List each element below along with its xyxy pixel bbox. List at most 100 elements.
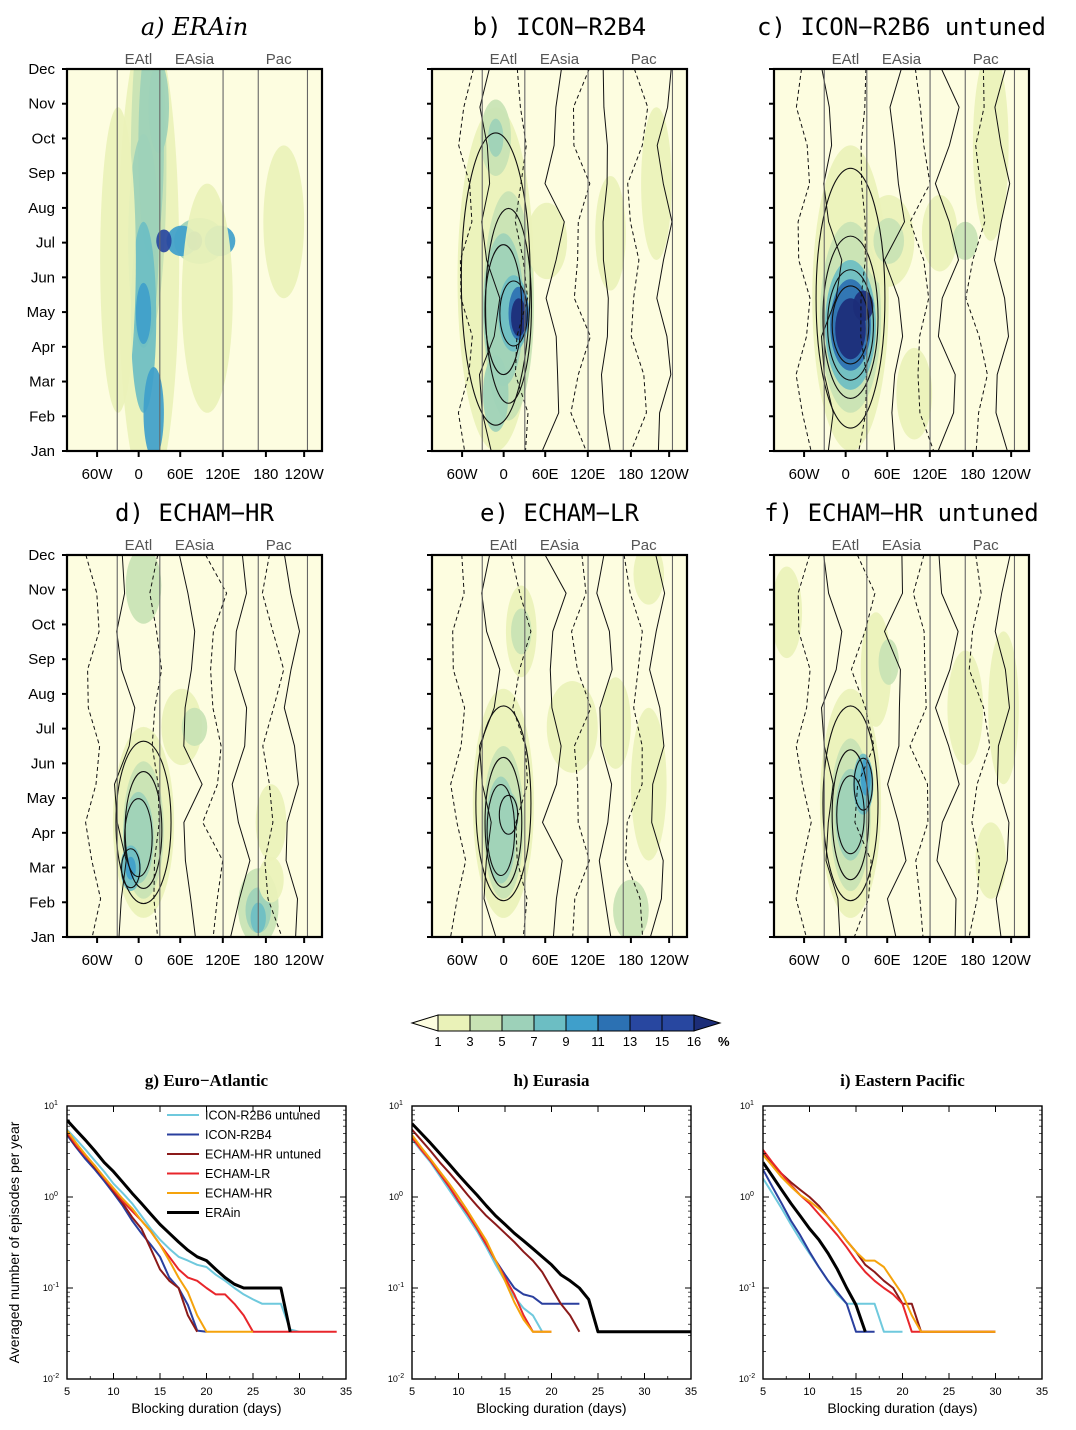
legend-label: ECHAM-HR untuned (205, 1148, 321, 1162)
lon-label: 120E (570, 952, 605, 969)
month-label: Jan (31, 443, 55, 460)
chart-title: h) Eurasia (513, 1071, 590, 1090)
y-tick-label: 10-1 (388, 1282, 404, 1293)
legend-label: ICON-R2B6 untuned (205, 1109, 320, 1123)
shading-blob (100, 107, 136, 413)
region-label: EAsia (175, 51, 215, 68)
shaded-field (432, 69, 687, 451)
y-tick-label: 10-2 (43, 1373, 59, 1384)
lon-label: 120W (992, 952, 1032, 969)
contour-line (627, 69, 649, 451)
shading-blob (896, 347, 933, 440)
shading-blob (630, 707, 667, 861)
region-label: Pac (973, 537, 999, 554)
colorbar-segment (565, 1014, 599, 1032)
x-tick-label: 20 (200, 1386, 212, 1398)
region-label: Pac (266, 51, 292, 68)
x-tick-label: 5 (760, 1386, 766, 1398)
chart-title-letter: h) (513, 1071, 528, 1090)
colorbar-segment (533, 1014, 567, 1032)
hovmoller-panel: EAtl EAsia Pac c) ICON−R2B6 untuned 60W 0 60E 1… (757, 13, 1046, 483)
region-label: EAsia (882, 51, 922, 68)
hovmoller-panel: EAtl EAsia Pac a) ERAin Dec Nov Oct Sep Aug Jul Ju… (27, 13, 325, 483)
region-label: Pac (973, 51, 999, 68)
contour-line (909, 555, 929, 937)
lon-label: 180 (960, 952, 985, 969)
shading-blob (860, 612, 892, 727)
x-tick-label: 10 (452, 1386, 464, 1398)
y-tick-base: 10 (388, 1374, 398, 1384)
contour-line (596, 555, 613, 937)
panel-title: d) ECHAM−HR (115, 499, 274, 527)
lon-label: 120W (992, 466, 1032, 483)
lon-label: 60W (82, 466, 114, 483)
colorbar-label: 3 (466, 1034, 473, 1049)
lon-label: 120W (285, 466, 325, 483)
chart-title-text: Eastern Pacific (851, 1071, 966, 1090)
x-tick-label: 35 (340, 1386, 352, 1398)
y-tick-exponent: 1 (399, 1100, 403, 1107)
contour-ring (484, 756, 523, 888)
region-label: Pac (266, 537, 292, 554)
contour-line (570, 69, 591, 451)
x-tick-label: 20 (896, 1386, 908, 1398)
lon-label: 180 (253, 466, 278, 483)
lon-label: 120E (205, 952, 240, 969)
y-tick-label: 100 (44, 1191, 58, 1202)
shading-blob (873, 217, 905, 264)
panel-title: e) ECHAM−LR (480, 499, 639, 527)
x-tick-label: 5 (64, 1386, 70, 1398)
shading-blob (156, 229, 172, 253)
contour-line (934, 69, 960, 451)
series-line (67, 1129, 253, 1333)
lon-label: 0 (134, 466, 142, 483)
colorbar-segment (661, 1014, 695, 1032)
contour-ring (499, 280, 528, 347)
colorbar-unit: % (718, 1034, 730, 1049)
contour-ring (822, 705, 879, 902)
y-tick-exponent: 1 (54, 1100, 58, 1107)
lon-label: 60W (82, 952, 114, 969)
y-tick-base: 10 (43, 1374, 53, 1384)
shading-blob (526, 202, 568, 280)
legend: ICON-R2B6 untuned ICON-R2B4 ECHAM-HR untun… (167, 1109, 321, 1220)
region-label: EAsia (175, 537, 215, 554)
contour-line (994, 555, 1011, 937)
panel-title: b) ICON−R2B4 (473, 13, 646, 41)
contour-ring (498, 794, 519, 835)
contour-line (656, 69, 673, 451)
lon-label: 120E (912, 952, 947, 969)
chart-title-letter: g) (145, 1071, 159, 1090)
legend-label: ICON-R2B4 (205, 1128, 272, 1142)
contour-ring (831, 285, 870, 365)
contour-line (113, 555, 136, 937)
colorbar-label: 15 (655, 1034, 669, 1049)
month-label: Jul (36, 721, 55, 738)
x-tick-label: 30 (989, 1386, 1001, 1398)
y-tick-exponent: -1 (749, 1282, 755, 1289)
month-label: May (27, 304, 56, 321)
y-tick-label: 100 (389, 1191, 403, 1202)
lon-label: 180 (618, 466, 643, 483)
lon-label: 180 (960, 466, 985, 483)
x-tick-label: 15 (154, 1386, 166, 1398)
x-tick-label: 10 (107, 1386, 119, 1398)
y-tick-exponent: 0 (54, 1191, 58, 1198)
shading-blob (511, 298, 527, 337)
x-tick-label: 35 (1036, 1386, 1048, 1398)
series-line (412, 1138, 544, 1333)
region-label: Pac (631, 537, 657, 554)
colorbar-label: 7 (530, 1034, 537, 1049)
shading-blob (921, 195, 958, 272)
colorbar-label: 13 (623, 1034, 637, 1049)
lon-label: 0 (841, 466, 849, 483)
shading-blob (148, 69, 169, 154)
shading-blob (125, 555, 162, 624)
region-label: EAsia (540, 51, 580, 68)
panel-frame (430, 67, 689, 453)
contour-line (883, 555, 907, 937)
y-tick-label: 101 (44, 1100, 58, 1111)
y-tick-base: 10 (389, 1101, 399, 1111)
